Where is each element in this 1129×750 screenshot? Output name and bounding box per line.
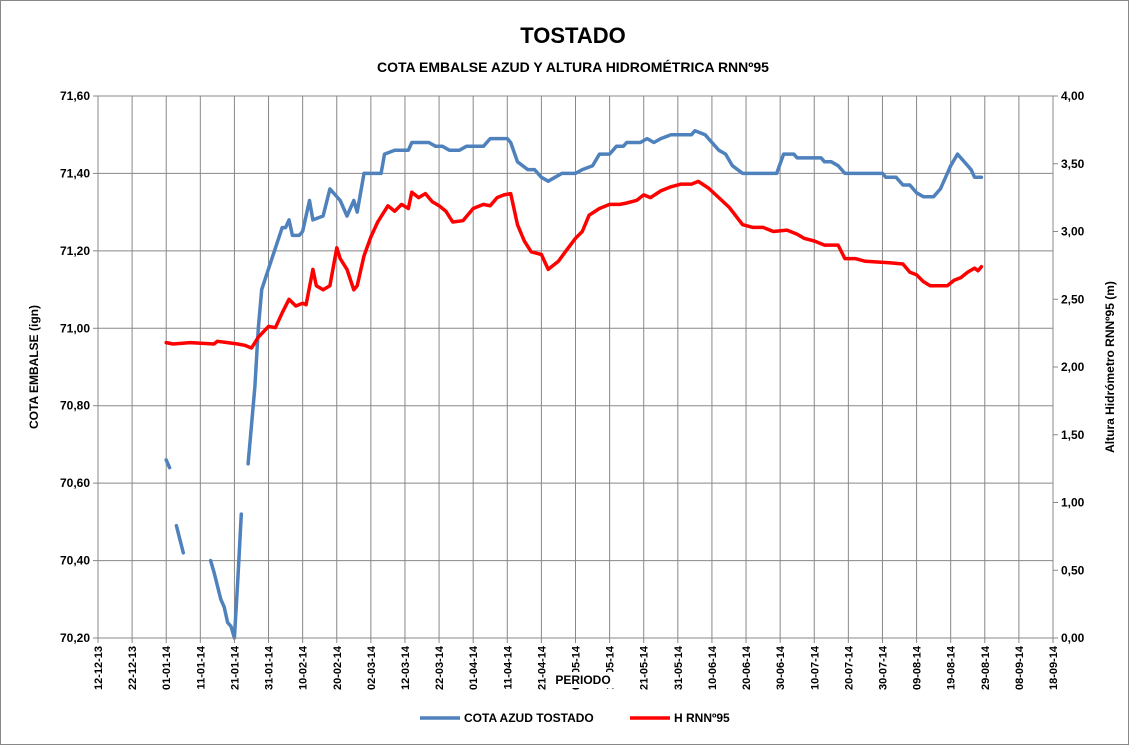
x-tick-label: 21-01-14 — [229, 645, 241, 690]
x-tick-label: 29-08-14 — [980, 645, 992, 690]
y2-tick-label: 1,00 — [1061, 496, 1085, 510]
x-tick-label: 10-06-14 — [707, 645, 719, 690]
x-tick-label: 20-02-14 — [332, 645, 344, 690]
x-tick-label: 01-01-14 — [161, 645, 173, 690]
x-tick-label: 20-06-14 — [741, 645, 753, 690]
x-tick-label: 11-01-14 — [195, 645, 207, 689]
y2-tick-label: 3,00 — [1061, 225, 1085, 239]
x-tick-label: 12-12-13 — [93, 646, 105, 690]
x-tick-label: 31-05-14 — [673, 645, 685, 690]
x-tick-label: 12-03-14 — [400, 645, 412, 690]
x-label-bg — [552, 672, 614, 688]
y-tick-label: 70,20 — [60, 631, 90, 645]
grid — [97, 95, 1054, 639]
x-tick-label: 08-09-14 — [1014, 645, 1026, 690]
x-axis-label: PERIODO — [555, 673, 610, 687]
plot-lines — [164, 129, 984, 640]
x-tick-label: 21-05-14 — [639, 645, 651, 690]
x-tick-label: 21-04-14 — [536, 645, 548, 690]
x-tick-label: 18-09-14 — [1048, 645, 1060, 690]
x-tick-label: 20-07-14 — [843, 645, 855, 690]
y2-axis-label: Altura Hidrómetro RNNº95 (m) — [1103, 281, 1117, 453]
axis-labels: 70,20 70,40 70,60 70,80 71,00 71,20 71,40 71,60… — [60, 89, 1085, 690]
y2-tick-label: 0,50 — [1061, 563, 1085, 577]
y-tick-label: 71,40 — [60, 166, 90, 180]
legend-label: COTA AZUD TOSTADO — [464, 711, 594, 725]
x-tick-label: 22-12-13 — [127, 646, 139, 690]
y-tick-label: 70,40 — [60, 554, 90, 568]
x-tick-label: 31-01-14 — [264, 645, 276, 690]
y2-tick-label: 2,50 — [1061, 292, 1085, 306]
series-line — [164, 179, 984, 350]
x-tick-label: 11-04-14 — [502, 645, 514, 689]
x-tick-label: 22-03-14 — [434, 645, 446, 690]
legend-label: H RNNº95 — [674, 711, 730, 725]
x-tick-label: 01-04-14 — [468, 645, 480, 690]
y2-tick-label: 1,50 — [1061, 428, 1085, 442]
x-tick-label: 09-08-14 — [912, 645, 924, 690]
y2-tick-label: 4,00 — [1061, 89, 1085, 103]
y2-tick-label: 0,00 — [1061, 631, 1085, 645]
x-tick-label: 19-08-14 — [946, 645, 958, 690]
y2-tick-label: 3,50 — [1061, 157, 1085, 171]
y-tick-label: 70,60 — [60, 476, 90, 490]
x-tick-label: 30-06-14 — [775, 645, 787, 690]
y-axis-label: COTA EMBALSE (ign) — [27, 305, 41, 429]
x-tick-label: 10-07-14 — [809, 645, 821, 690]
chart-subtitle: COTA EMBALSE AZUD Y ALTURA HIDROMÉTRICA … — [377, 59, 769, 75]
y-tick-label: 70,80 — [60, 399, 90, 413]
y2-tick-label: 2,00 — [1061, 360, 1085, 374]
x-tick-label: 10-02-14 — [298, 645, 310, 690]
legend: COTA AZUD TOSTADO H RNNº95 — [420, 711, 730, 725]
y-tick-label: 71,00 — [60, 321, 90, 335]
y-tick-label: 71,20 — [60, 244, 90, 258]
x-tick-label: 30-07-14 — [877, 645, 889, 690]
chart-title: TOSTADO — [520, 23, 626, 48]
series-line — [164, 129, 984, 640]
x-tick-label: 02-03-14 — [366, 645, 378, 690]
y-tick-label: 71,60 — [60, 89, 90, 103]
